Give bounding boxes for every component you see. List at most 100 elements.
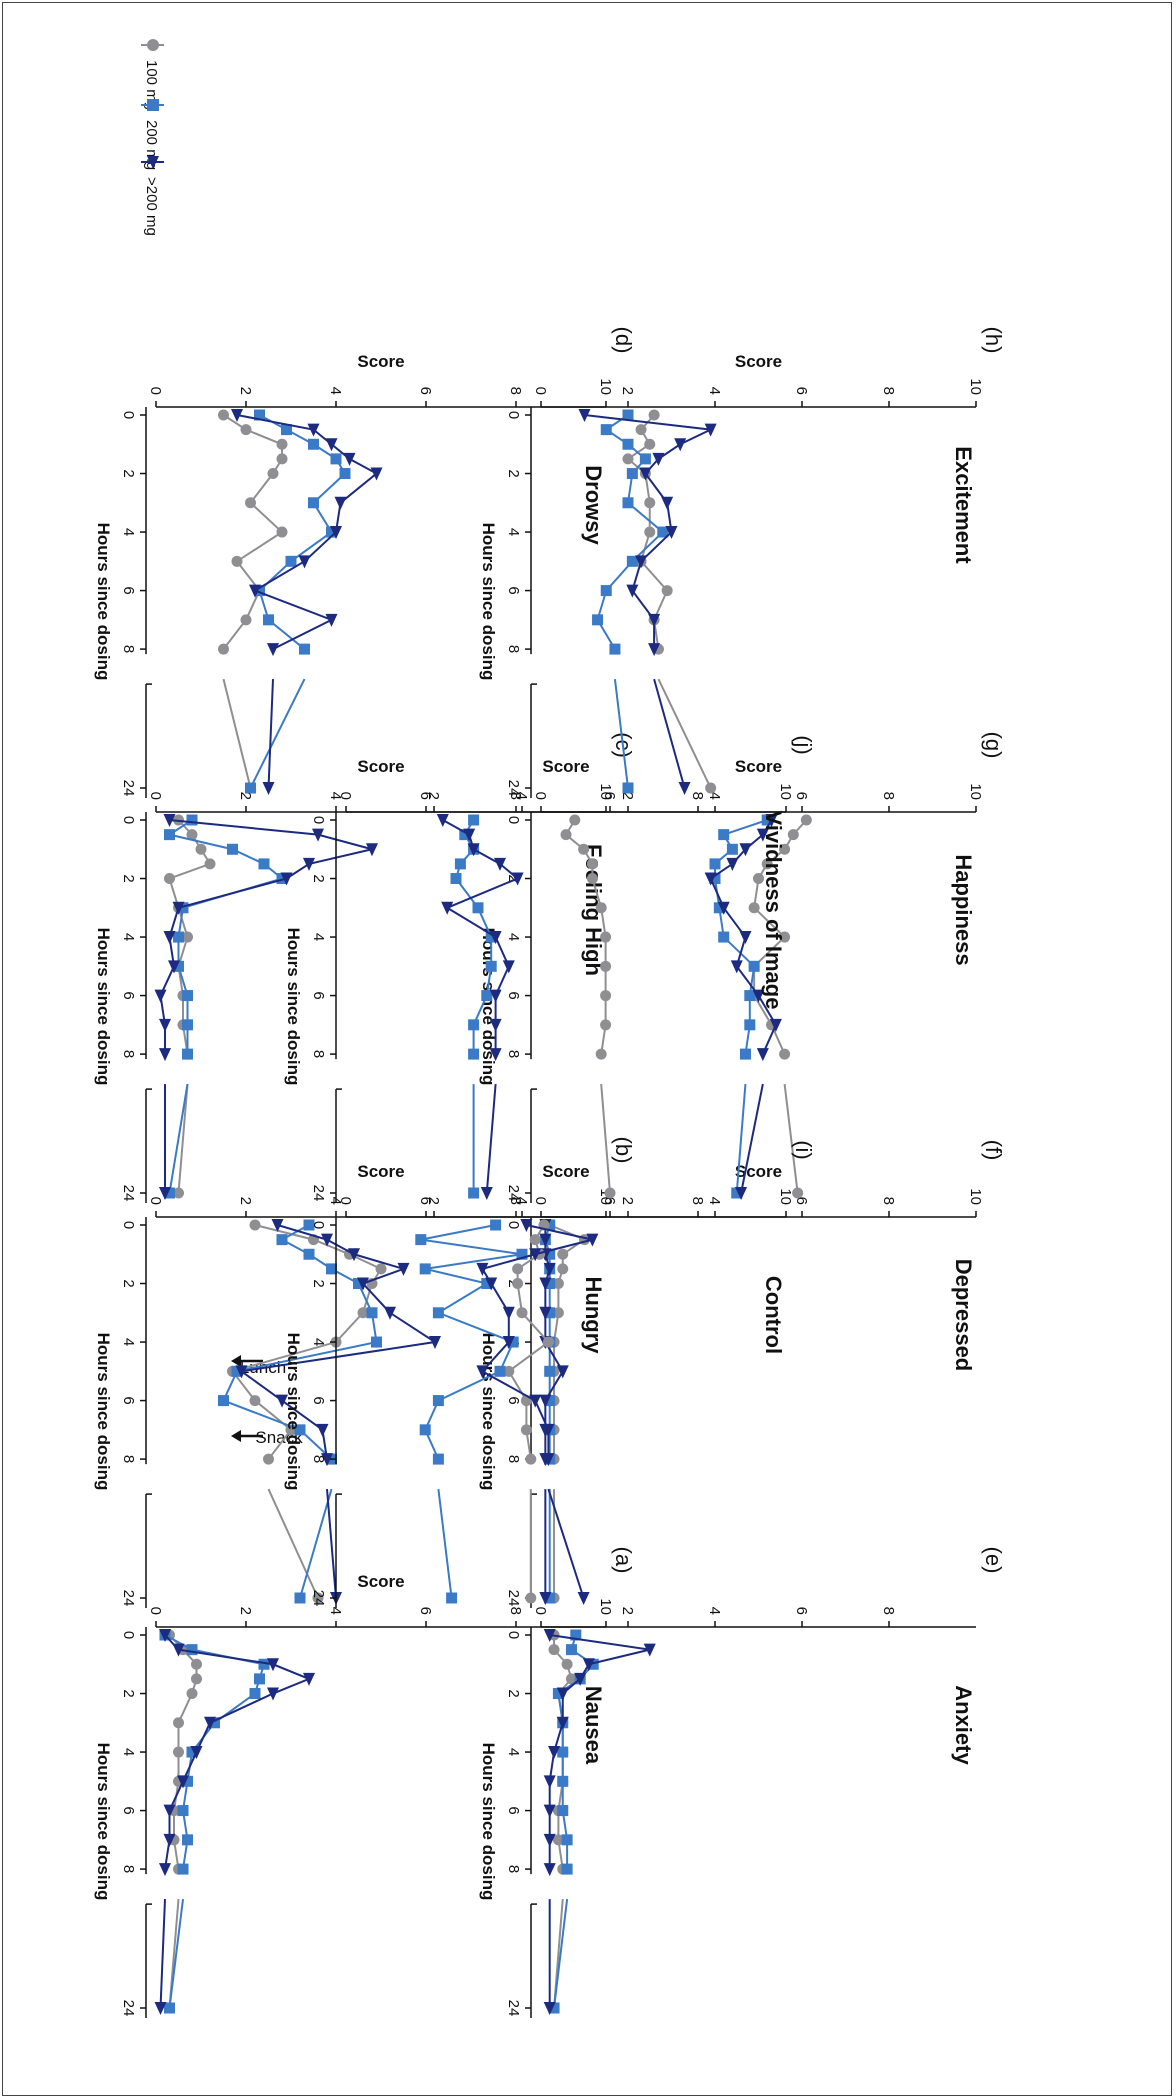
- panel-letter: (i): [791, 1140, 816, 1160]
- y-tick-label: 6: [417, 1607, 434, 1615]
- data-point-200mg: [182, 1019, 193, 1031]
- data-point-100mg: [586, 858, 598, 870]
- data-point-100mg: [648, 409, 660, 421]
- data-point-over200mg: [163, 1833, 176, 1847]
- legend-marker-100mg: [147, 39, 159, 51]
- data-point-200mg: [258, 858, 270, 870]
- data-point-over200mg: [494, 857, 506, 871]
- x-tick-label: 6: [505, 991, 522, 999]
- y-tick-label: 6: [793, 792, 810, 800]
- data-point-200mg: [164, 2002, 175, 2014]
- snack-arrowhead: [231, 1430, 241, 1442]
- data-point-200mg: [186, 814, 198, 826]
- data-point-100mg: [529, 1234, 541, 1246]
- data-point-100mg: [276, 526, 288, 538]
- x-axis-label: Hours since dosing: [94, 1743, 113, 1901]
- data-point-over200mg: [154, 2002, 167, 2015]
- data-point-over200mg: [704, 872, 717, 886]
- data-point-200mg: [285, 555, 297, 567]
- data-point-over200mg: [267, 1658, 279, 1672]
- x-tick-label: 24: [505, 780, 522, 797]
- series-line-24h-200mg: [168, 1898, 184, 2009]
- data-point-100mg: [173, 1187, 184, 1199]
- data-point-100mg: [578, 843, 590, 855]
- data-point-over200mg: [370, 467, 383, 481]
- data-point-200mg: [485, 960, 497, 972]
- data-point-100mg: [218, 643, 229, 655]
- x-tick-label: 6: [310, 991, 327, 999]
- y-tick-label: 6: [793, 387, 810, 395]
- panel-letter: (g): [981, 732, 1006, 759]
- x-tick-label: 0: [505, 1631, 522, 1639]
- data-point-over200mg: [159, 1863, 171, 1877]
- x-tick-label: 8: [505, 645, 522, 653]
- y-tick-label: 10: [967, 1188, 984, 1205]
- data-point-200mg: [432, 1307, 444, 1319]
- data-point-100mg: [525, 1592, 537, 1604]
- data-point-over200mg: [739, 843, 752, 857]
- data-point-100mg: [357, 1307, 369, 1319]
- data-point-200mg: [490, 1219, 502, 1231]
- x-axis-label: Hours since dosing: [94, 523, 113, 681]
- data-point-200mg: [326, 1263, 337, 1275]
- x-axis-label: Hours since dosing: [479, 1743, 498, 1901]
- y-tick-label: 0: [337, 792, 354, 800]
- data-point-over200mg: [529, 1394, 542, 1408]
- data-point-200mg: [657, 526, 669, 538]
- data-point-over200mg: [159, 1048, 171, 1062]
- y-tick-label: 4: [327, 792, 344, 800]
- y-tick-label: 0: [147, 1197, 164, 1205]
- data-point-over200mg: [334, 496, 347, 510]
- data-point-over200mg: [163, 1804, 176, 1818]
- x-tick-label: 2: [310, 874, 327, 882]
- panel-title: Nausea: [581, 1686, 606, 1765]
- y-tick-label: 4: [327, 1607, 344, 1615]
- data-point-over200mg: [163, 814, 176, 827]
- data-point-200mg: [481, 990, 493, 1002]
- data-point-100mg: [231, 555, 243, 567]
- legend-label-100mg: 100 mg: [143, 60, 160, 110]
- data-point-200mg: [227, 843, 238, 855]
- y-tick-label: 8: [507, 387, 524, 395]
- data-point-over200mg: [543, 1775, 556, 1789]
- data-point-100mg: [779, 931, 791, 943]
- data-point-200mg: [494, 1365, 506, 1377]
- y-tick-label: 2: [237, 1607, 254, 1615]
- x-tick-label: 0: [505, 1221, 522, 1229]
- x-tick-label: 2: [505, 469, 522, 477]
- data-point-over200mg: [769, 1018, 782, 1032]
- series-line-24h-over200mg: [547, 1488, 585, 1599]
- x-tick-label: 8: [120, 1455, 137, 1463]
- y-tick-label: 8: [689, 792, 706, 800]
- data-point-over200mg: [578, 409, 591, 422]
- data-point-100mg: [525, 1453, 537, 1465]
- data-point-200mg: [472, 902, 484, 914]
- data-point-over200mg: [735, 1187, 748, 1200]
- data-point-200mg: [371, 1336, 382, 1348]
- data-point-100mg: [186, 1688, 198, 1700]
- data-point-over200mg: [159, 1629, 171, 1642]
- x-tick-label: 4: [120, 528, 137, 536]
- data-point-over200mg: [739, 931, 752, 945]
- data-point-200mg: [164, 829, 175, 841]
- data-point-200mg: [450, 873, 462, 885]
- panel-title: Drowsy: [581, 465, 606, 545]
- y-tick-label: 10: [777, 783, 794, 800]
- y-tick-label: 8: [880, 1607, 897, 1615]
- x-tick-label: 4: [310, 933, 327, 941]
- x-tick-label: 24: [310, 1185, 327, 1202]
- data-point-200mg: [308, 497, 319, 509]
- data-point-200mg: [419, 1263, 431, 1275]
- data-point-over200mg: [343, 452, 356, 466]
- x-tick-label: 24: [505, 2000, 522, 2017]
- data-point-over200mg: [429, 1336, 441, 1350]
- y-tick-label: 8: [689, 1197, 706, 1205]
- data-point-100mg: [249, 1219, 261, 1231]
- data-point-200mg: [218, 1395, 229, 1407]
- y-tick-label: 4: [706, 792, 723, 800]
- y-tick-label: 2: [425, 792, 442, 800]
- series-line-24h-100mg: [783, 1083, 799, 1194]
- data-point-200mg: [294, 1424, 306, 1436]
